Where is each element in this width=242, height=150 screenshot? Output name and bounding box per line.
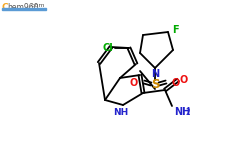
Text: hem960: hem960: [7, 3, 38, 12]
Text: Cl: Cl: [102, 43, 113, 53]
Text: NH: NH: [113, 108, 129, 117]
Text: 2: 2: [186, 108, 191, 117]
Text: O: O: [172, 78, 180, 88]
Text: N: N: [151, 69, 159, 79]
Text: .com: .com: [29, 3, 45, 8]
Text: F: F: [172, 25, 179, 35]
Bar: [2, 8, 46, 10]
Text: O: O: [130, 78, 138, 88]
Text: C: C: [2, 3, 9, 12]
Text: O: O: [180, 75, 188, 85]
Text: S: S: [151, 78, 159, 92]
Text: NH: NH: [174, 107, 190, 117]
